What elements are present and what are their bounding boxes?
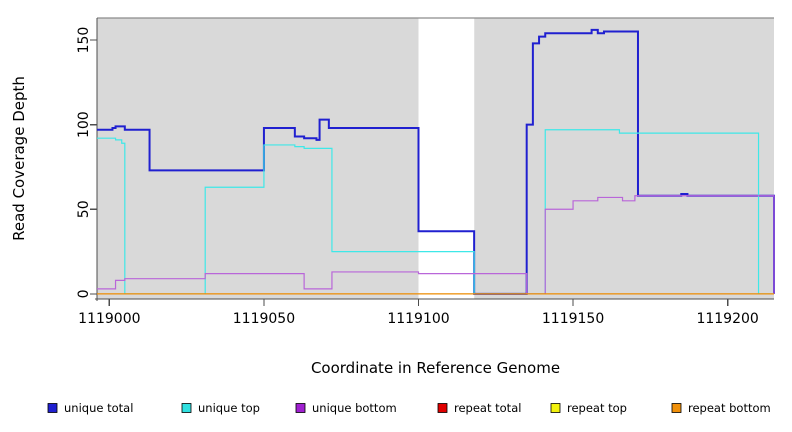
plot-area-right — [474, 18, 774, 299]
legend-swatch-repeat-total — [437, 403, 448, 413]
x-tick-label: 1119200 — [696, 311, 758, 327]
series-line-unique-bottom — [97, 195, 775, 295]
legend-label-unique-bottom: unique bottom — [312, 401, 397, 415]
series-line-unique-top — [97, 129, 774, 295]
x-tick-label: 1119150 — [542, 311, 604, 327]
x-tick-label: 1119050 — [233, 311, 295, 327]
y-tick-label: 100 — [76, 111, 92, 138]
plot-background-layer — [97, 17, 774, 299]
legend-label-repeat-bottom: repeat bottom — [688, 401, 771, 415]
tick-label-layer: 0 50 100 150 1119000 1119050 1119100 1119150 111… — [76, 27, 759, 327]
plot-area-left — [97, 18, 419, 299]
x-tick-label: 1119100 — [387, 311, 449, 327]
axis-layer — [90, 18, 774, 306]
y-axis-title: Read Coverage Depth — [10, 76, 28, 241]
coverage-gap-region — [418, 18, 475, 299]
legend-swatch-unique-bottom — [295, 403, 306, 413]
legend-swatch-repeat-bottom — [671, 403, 682, 413]
legend-swatch-unique-top — [181, 403, 192, 413]
y-tick-label: 0 — [76, 289, 92, 298]
legend-label-unique-total: unique total — [64, 401, 133, 415]
legend-swatch-repeat-top — [550, 403, 561, 413]
y-tick-label: 50 — [76, 200, 92, 218]
series-layer — [97, 28, 775, 295]
x-tick-label: 1119000 — [78, 311, 140, 327]
legend-swatch-unique-total — [47, 403, 58, 413]
chart-legend: unique total unique top unique bottom repea… — [47, 401, 771, 415]
legend-label-repeat-top: repeat top — [567, 401, 627, 415]
legend-label-repeat-total: repeat total — [454, 401, 521, 415]
x-axis-title: Coordinate in Reference Genome — [311, 359, 560, 377]
y-tick-label: 150 — [76, 27, 92, 54]
legend-label-unique-top: unique top — [198, 401, 260, 415]
